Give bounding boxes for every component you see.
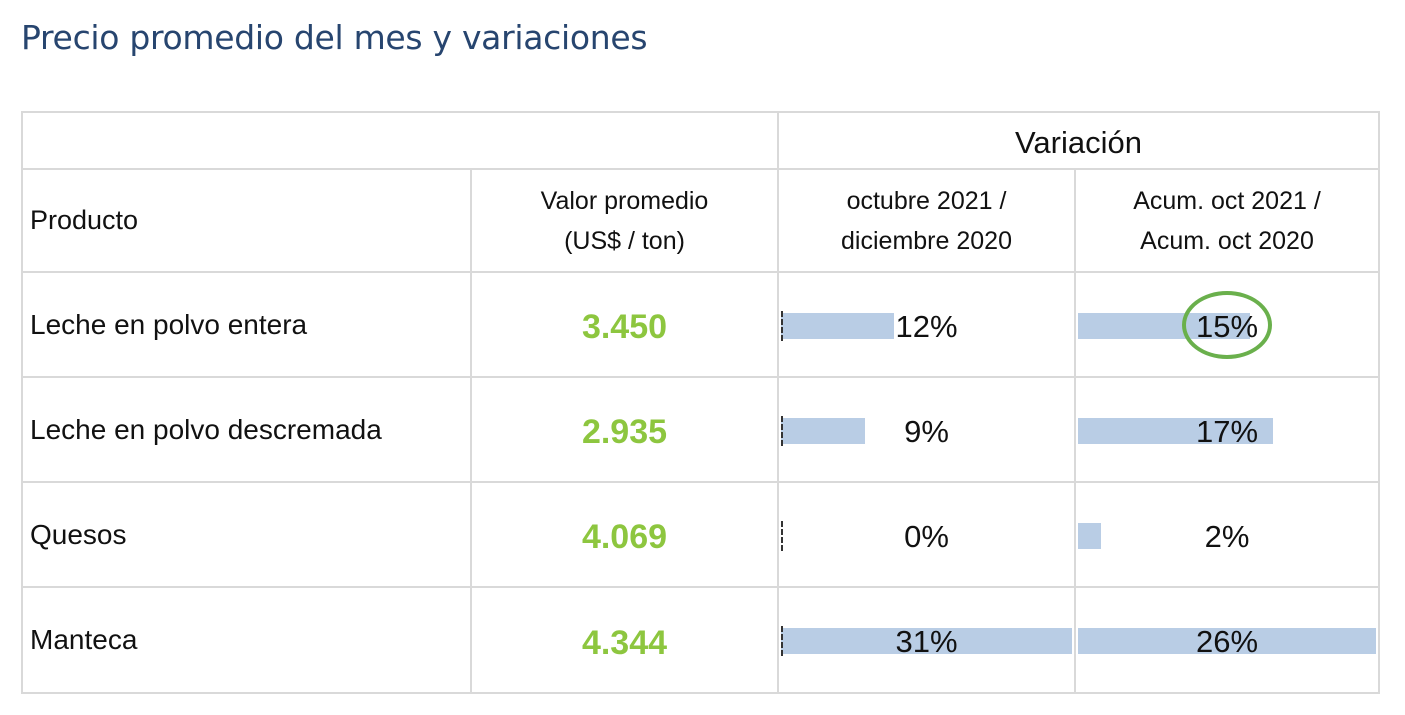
var1-header-line1: octubre 2021 / — [846, 186, 1007, 215]
var1-column-header: octubre 2021 / diciembre 2020 — [777, 168, 1076, 273]
var1-cell: 31% — [777, 586, 1076, 694]
table-row: Leche en polvo entera 3.450 12% 15% — [21, 271, 1380, 378]
var1-percent: 12% — [895, 308, 958, 344]
average-value: 4.344 — [470, 586, 779, 694]
var2-cell: 26% — [1074, 586, 1380, 694]
var2-cell: 17% — [1074, 376, 1380, 483]
highlight-circle — [1182, 290, 1272, 359]
table-row: Manteca 4.344 31% 26% — [21, 586, 1380, 694]
var2-header-line2: Acum. oct 2020 — [1140, 226, 1314, 255]
var2-data-bar — [1078, 417, 1273, 444]
value-header-line2: (US$ / ton) — [564, 226, 685, 255]
product-column-header: Producto — [21, 168, 472, 273]
var1-cell: 9% — [777, 376, 1076, 483]
var1-cell: 0% — [777, 481, 1076, 588]
var1-percent: 31% — [895, 624, 958, 659]
variation-header: Variación — [777, 111, 1380, 170]
table-row: Quesos 4.069 0% 2% — [21, 481, 1380, 588]
var1-axis-line — [781, 415, 783, 446]
var2-percent: 26% — [1195, 624, 1259, 659]
price-variation-table: Variación Producto Valor promedio (US$ /… — [21, 111, 1380, 694]
average-value: 2.935 — [470, 376, 779, 483]
var1-header-line2: diciembre 2020 — [841, 226, 1012, 255]
value-header-line1: Valor promedio — [540, 186, 709, 215]
header-row-columns: Producto Valor promedio (US$ / ton) octu… — [21, 168, 1380, 273]
empty-header-cell — [21, 111, 779, 170]
product-name: Leche en polvo descremada — [21, 376, 472, 483]
product-name: Manteca — [21, 586, 472, 694]
var2-column-header: Acum. oct 2021 / Acum. oct 2020 — [1074, 168, 1380, 273]
var2-percent: 2% — [1204, 518, 1250, 554]
var2-data-bar — [1078, 522, 1101, 549]
var1-data-bar — [781, 628, 1072, 654]
table-row: Leche en polvo descremada 2.935 9% 17% — [21, 376, 1380, 483]
product-name: Quesos — [21, 481, 472, 588]
var1-percent: 0% — [904, 518, 949, 554]
var1-data-bar — [781, 417, 865, 444]
var1-cell: 12% — [777, 271, 1076, 378]
var1-axis-line — [781, 520, 783, 551]
page-title: Precio promedio del mes y variaciones — [21, 18, 648, 57]
average-value: 3.450 — [470, 271, 779, 378]
header-row-top: Variación — [21, 111, 1380, 170]
average-value: 4.069 — [470, 481, 779, 588]
var2-data-bar — [1078, 628, 1376, 654]
var2-cell: 2% — [1074, 481, 1380, 588]
product-name: Leche en polvo entera — [21, 271, 472, 378]
var1-percent: 9% — [904, 413, 949, 449]
var2-percent: 17% — [1195, 413, 1259, 449]
var1-axis-line — [781, 626, 783, 656]
value-column-header: Valor promedio (US$ / ton) — [470, 168, 779, 273]
var1-axis-line — [781, 310, 783, 341]
var1-data-bar — [781, 312, 894, 339]
var2-cell: 15% — [1074, 271, 1380, 378]
var2-header-line1: Acum. oct 2021 / — [1133, 186, 1321, 215]
